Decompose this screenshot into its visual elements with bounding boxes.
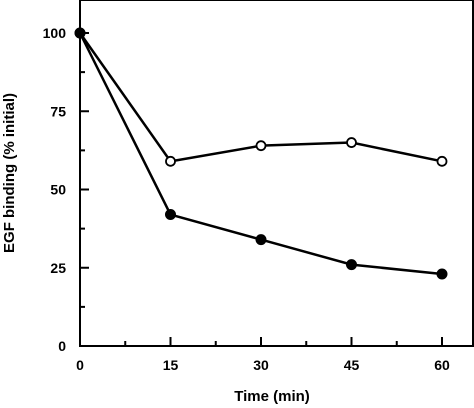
x-tick-label: 60 [434, 357, 450, 373]
series-2-point [165, 209, 176, 221]
x-axis-ticks: 0 15 30 45 60 [76, 337, 450, 373]
series-2-point [255, 234, 267, 246]
y-axis-ticks: 0 25 50 75 100 [43, 25, 89, 354]
x-tick-label: 45 [344, 357, 360, 373]
y-tick-label: 0 [58, 338, 66, 354]
y-tick-label: 25 [50, 260, 66, 276]
y-axis-title: EGF binding (% initial) [1, 93, 18, 253]
x-axis-title: Time (min) [234, 388, 310, 405]
series-1-point [436, 155, 448, 167]
y-tick-label: 75 [50, 103, 66, 119]
x-tick-label: 0 [76, 357, 84, 373]
series-2-point [74, 27, 86, 39]
plot-frame [79, 0, 474, 347]
y-tick-label: 50 [50, 182, 66, 198]
y-tick-label: 100 [43, 25, 67, 41]
series-1-point [255, 140, 267, 152]
series-1-point [165, 155, 176, 167]
x-tick-label: 30 [253, 357, 269, 373]
series-2-point [346, 259, 357, 271]
series-1-point [346, 137, 357, 148]
series-layer [74, 27, 448, 280]
x-tick-label: 15 [163, 357, 179, 373]
series-2-point [436, 268, 448, 280]
